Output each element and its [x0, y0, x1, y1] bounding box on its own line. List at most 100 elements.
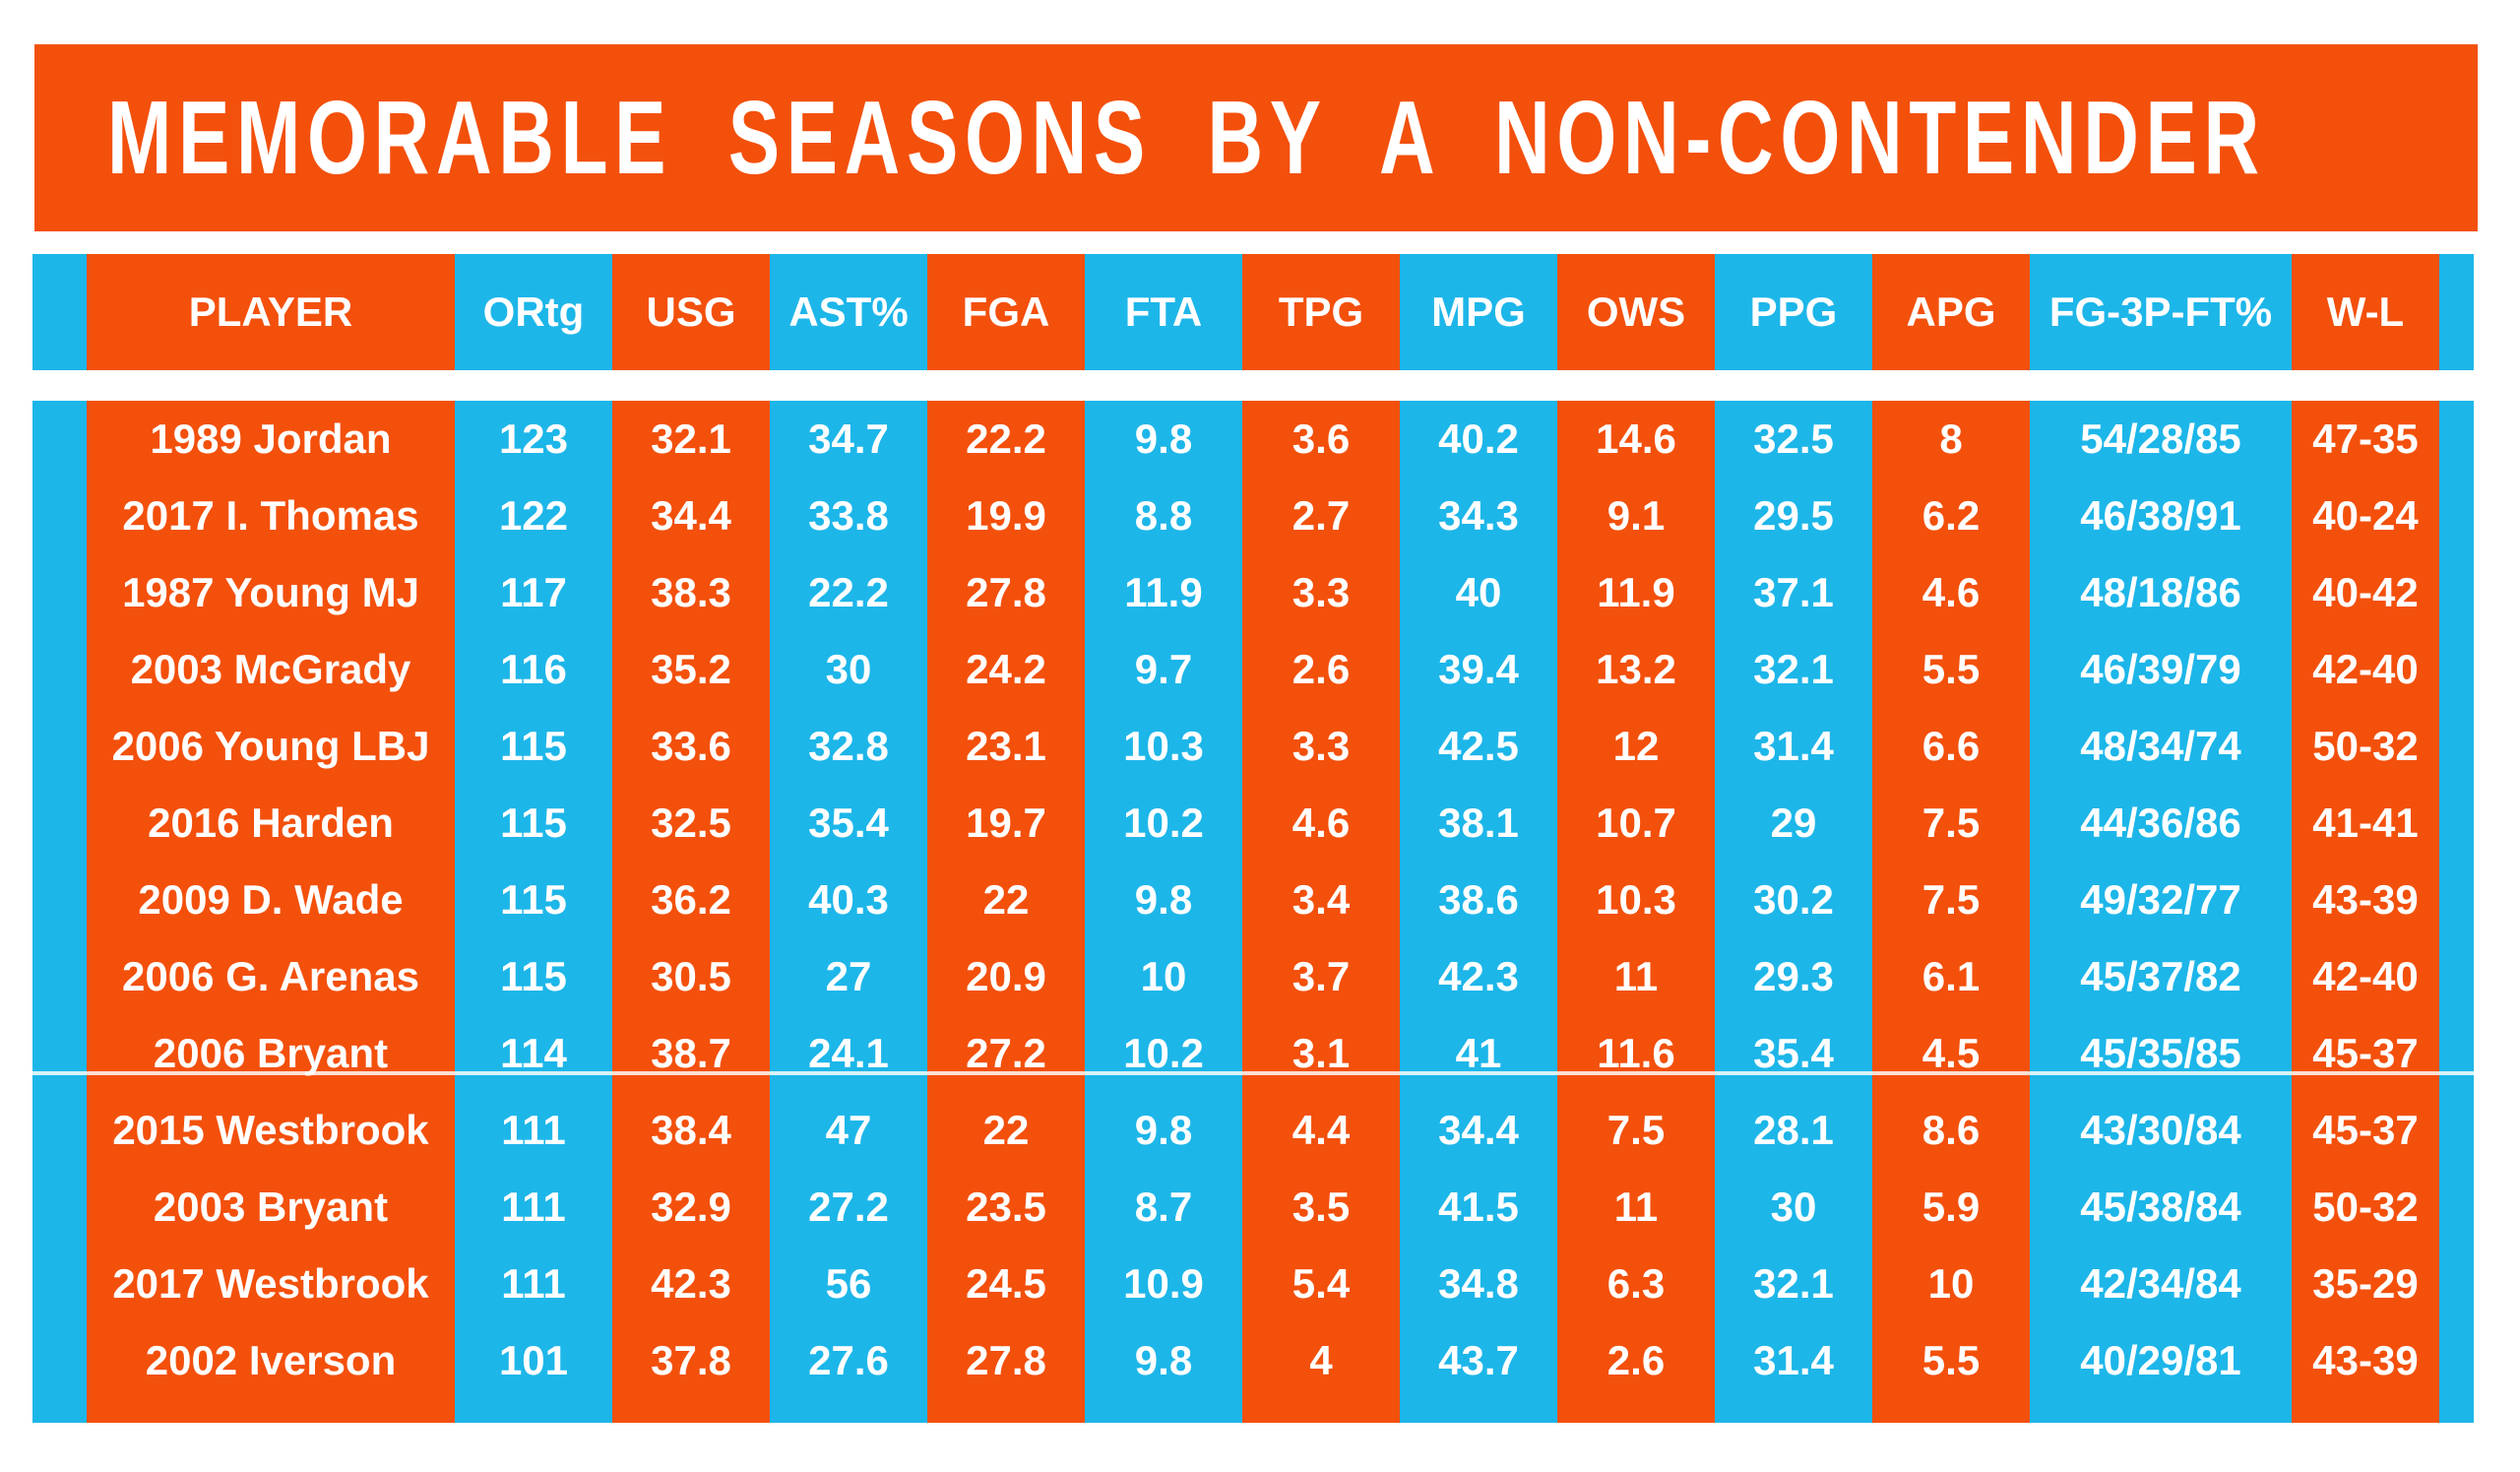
stat-cell-ows: 6.3	[1606, 1260, 1666, 1307]
column-stripe-mpg: 40.2 34.3 40 39.4 42.5 38.1 38.6 42.3 41 34.4 41.5…	[1400, 401, 1557, 1423]
stat-cell-fg-3p-ft: 48/34/74	[2080, 723, 2241, 769]
header-cell-apg: APG	[1872, 254, 2030, 370]
stat-cell-ast: 33.8	[808, 492, 889, 539]
stat-cell-ortg: 122	[498, 492, 569, 539]
stat-cell-ast: 27.2	[808, 1184, 889, 1230]
stat-cell-mpg: 39.4	[1438, 646, 1519, 692]
stat-cell-ppg: 32.1	[1753, 1260, 1834, 1307]
stat-cell-w-l: 43-39	[2312, 1337, 2419, 1383]
stat-cell-mpg: 40.2	[1438, 416, 1519, 462]
stat-cell-fg-3p-ft: 45/38/84	[2080, 1184, 2241, 1230]
stat-cell-apg: 7.5	[1922, 800, 1981, 846]
stat-cell-ppg: 29.5	[1753, 492, 1834, 539]
column-stripe-ortg: 123 122 117 116 115 115 115 115 114 111 111 111 101	[455, 401, 612, 1423]
stat-cell-fg-3p-ft: 49/32/77	[2080, 876, 2241, 923]
right-edge-stripe	[2439, 254, 2474, 370]
player-name-cell: 1989 Jordan	[150, 416, 392, 462]
stat-cell-ortg: 115	[500, 800, 567, 846]
stat-cell-fg-3p-ft: 45/35/85	[2080, 1030, 2241, 1076]
stat-cell-w-l: 41-41	[2312, 800, 2419, 846]
stat-cell-ppg: 30.2	[1753, 876, 1834, 923]
stat-cell-fta: 10.3	[1123, 723, 1204, 769]
header-cell-tpg: TPG	[1242, 254, 1400, 370]
stat-cell-w-l: 47-35	[2312, 416, 2419, 462]
stat-cell-ortg: 111	[501, 1184, 566, 1230]
player-name-cell: 2003 Bryant	[153, 1184, 389, 1230]
stat-cell-ows: 11	[1613, 1184, 1659, 1230]
player-name-cell: 2017 Westbrook	[112, 1260, 429, 1307]
header-cell-ppg: PPG	[1715, 254, 1872, 370]
stat-cell-ast: 27.6	[808, 1337, 889, 1383]
stat-cell-ortg: 115	[500, 723, 567, 769]
player-name-cell: 2017 I. Thomas	[122, 492, 419, 539]
stat-cell-ortg: 117	[500, 569, 567, 615]
stat-cell-usg: 38.4	[651, 1107, 731, 1153]
header-cell-ast: AST%	[770, 254, 927, 370]
stat-cell-ortg: 111	[501, 1260, 566, 1307]
stat-cell-ppg: 28.1	[1753, 1107, 1834, 1153]
player-name-cell: 2009 D. Wade	[138, 876, 404, 923]
stat-cell-tpg: 3.4	[1292, 876, 1351, 923]
stat-cell-tpg: 3.3	[1292, 723, 1351, 769]
stat-cell-usg: 42.3	[651, 1260, 731, 1307]
stat-cell-ows: 11.9	[1597, 569, 1675, 615]
stat-cell-fg-3p-ft: 54/28/85	[2080, 416, 2241, 462]
stat-cell-mpg: 34.4	[1438, 1107, 1519, 1153]
stat-cell-fta: 9.8	[1134, 416, 1193, 462]
stat-cell-fg-3p-ft: 42/34/84	[2080, 1260, 2241, 1307]
header-cell-fta: FTA	[1085, 254, 1242, 370]
stat-cell-fga: 24.2	[966, 646, 1046, 692]
stat-cell-mpg: 42.5	[1438, 723, 1519, 769]
stat-cell-apg: 8.6	[1922, 1107, 1981, 1153]
stat-cell-ppg: 30	[1770, 1184, 1817, 1230]
stat-cell-apg: 6.2	[1922, 492, 1981, 539]
stat-cell-ppg: 35.4	[1753, 1030, 1834, 1076]
stat-cell-ppg: 32.1	[1753, 646, 1834, 692]
stat-cell-ortg: 116	[500, 646, 567, 692]
player-name-cell: 2016 Harden	[148, 800, 394, 846]
stat-cell-mpg: 41.5	[1438, 1184, 1519, 1230]
player-name-cell: 2003 McGrady	[130, 646, 411, 692]
stat-cell-ppg: 37.1	[1753, 569, 1834, 615]
stat-cell-fga: 24.5	[966, 1260, 1046, 1307]
player-name-cell: 2002 Iverson	[145, 1337, 397, 1383]
stat-cell-tpg: 2.7	[1292, 492, 1351, 539]
stat-cell-tpg: 5.4	[1292, 1260, 1351, 1307]
stat-cell-apg: 8	[1939, 416, 1963, 462]
stat-cell-tpg: 3.6	[1292, 416, 1351, 462]
header-cell-usg: USG	[612, 254, 770, 370]
column-stripe-player: 1989 Jordan 2017 I. Thomas 1987 Young MJ 20…	[87, 401, 455, 1423]
stat-cell-fg-3p-ft: 46/39/79	[2080, 646, 2241, 692]
stat-cell-usg: 34.4	[651, 492, 731, 539]
player-name-cell: 2006 Bryant	[153, 1030, 389, 1076]
stat-cell-tpg: 4.6	[1292, 800, 1351, 846]
header-cell-w-l: W-L	[2292, 254, 2439, 370]
column-stripe-fga: 22.2 19.9 27.8 24.2 23.1 19.7 22 20.9 27.2 22 23.5…	[927, 401, 1085, 1423]
stat-cell-w-l: 50-32	[2312, 723, 2419, 769]
column-stripe-w-l: 47-35 40-24 40-42 42-40 50-32 41-41 43-39 42-40…	[2292, 401, 2439, 1423]
stat-cell-ows: 13.2	[1596, 646, 1676, 692]
page-title: MEMORABLE SEASONS BY A NON-CONTENDER	[107, 80, 2266, 196]
stat-cell-usg: 35.2	[651, 646, 731, 692]
stat-cell-ast: 34.7	[808, 416, 889, 462]
column-stripe-fg-3p-ft: 54/28/85 46/38/91 48/18/86 46/39/79 48/34/74…	[2030, 401, 2292, 1423]
stat-cell-tpg: 3.3	[1292, 569, 1351, 615]
stat-cell-ows: 11	[1613, 953, 1659, 999]
stat-cell-fta: 10	[1140, 953, 1187, 999]
column-stripe-ast: 34.7 33.8 22.2 30 32.8 35.4 40.3 27 24.1 47 27.2 56…	[770, 401, 927, 1423]
stat-cell-ows: 10.7	[1596, 800, 1676, 846]
right-edge-stripe-body	[2439, 401, 2474, 1423]
stat-cell-fg-3p-ft: 45/37/82	[2080, 953, 2241, 999]
stat-cell-usg: 38.7	[651, 1030, 731, 1076]
stat-cell-mpg: 40	[1455, 569, 1502, 615]
stat-cell-ast: 24.1	[808, 1030, 889, 1076]
stat-cell-ppg: 31.4	[1753, 723, 1834, 769]
stat-cell-w-l: 45-37	[2312, 1107, 2419, 1153]
stat-cell-fta: 10.2	[1123, 1030, 1204, 1076]
stat-cell-tpg: 4.4	[1292, 1107, 1351, 1153]
stats-table-header: PLAYER ORtg USG AST% FGA FTA TPG MPG OWS PPG APG FG…	[32, 254, 2474, 370]
stat-cell-w-l: 40-24	[2312, 492, 2419, 539]
stat-cell-apg: 4.5	[1922, 1030, 1981, 1076]
stat-cell-ows: 14.6	[1596, 416, 1676, 462]
stat-cell-fga: 27.8	[966, 569, 1046, 615]
